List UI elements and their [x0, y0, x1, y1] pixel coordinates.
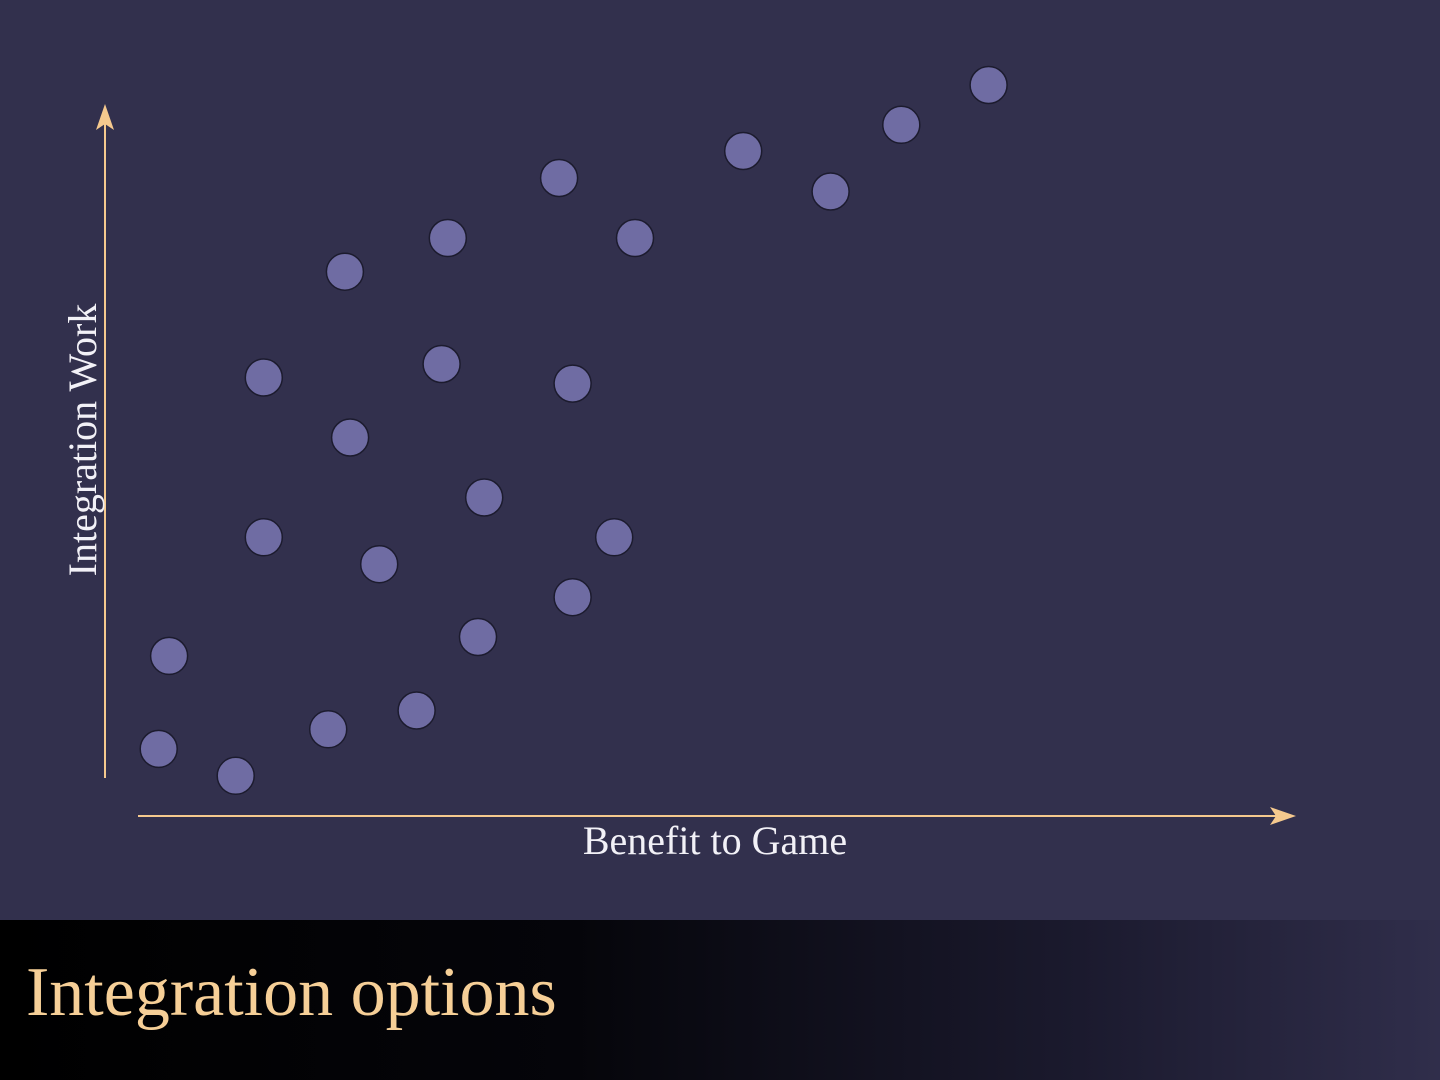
- data-point: [553, 577, 592, 617]
- data-point: [149, 636, 189, 676]
- chart-svg: Benefit to Game Integration Work: [60, 65, 1296, 863]
- data-point: [359, 544, 399, 584]
- data-point: [723, 131, 763, 171]
- data-point: [244, 358, 284, 397]
- data-point: [969, 65, 1008, 105]
- data-point: [553, 364, 592, 403]
- data-point: [615, 218, 655, 258]
- scatter-chart: Benefit to Game Integration Work: [60, 65, 1296, 863]
- data-point: [308, 710, 348, 749]
- data-point: [882, 105, 921, 145]
- data-point: [139, 729, 178, 769]
- title-bar: [0, 920, 1440, 1080]
- y-axis-label: Integration Work: [60, 304, 105, 577]
- y-axis-arrowhead: [96, 104, 114, 130]
- data-point: [330, 418, 370, 457]
- chart-axes: [96, 104, 1296, 825]
- data-point: [458, 617, 498, 657]
- data-point: [428, 218, 468, 258]
- data-point: [539, 158, 579, 198]
- x-axis-arrowhead: [1270, 807, 1296, 825]
- slide-title: Integration options: [26, 954, 557, 1031]
- data-point: [422, 344, 461, 384]
- data-point: [464, 478, 504, 517]
- data-point: [811, 172, 850, 211]
- data-point: [325, 252, 365, 291]
- chart-points: [139, 65, 1008, 796]
- data-point: [397, 691, 436, 730]
- data-point: [216, 756, 255, 796]
- data-point: [594, 518, 634, 557]
- x-axis-label: Benefit to Game: [583, 818, 847, 863]
- data-point: [244, 518, 284, 557]
